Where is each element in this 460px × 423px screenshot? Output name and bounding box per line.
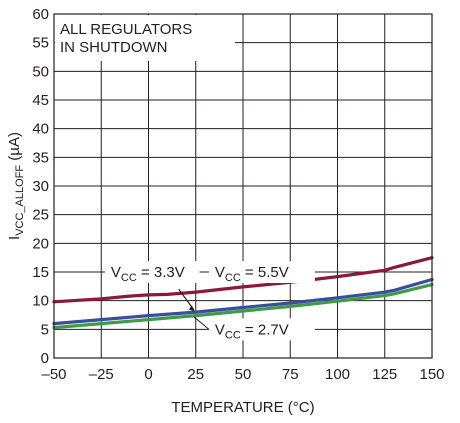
y-axis-title-suffix: (µA) — [6, 132, 23, 165]
y-tick-label: 10 — [32, 293, 49, 310]
y-tick-label: 50 — [32, 63, 49, 80]
label-vcc-5-5v: VCC = 5.5V — [215, 264, 289, 284]
y-tick-labels: 0 5 10 15 20 25 30 35 40 45 50 55 60 — [32, 6, 49, 367]
y-axis-title-main: I — [6, 236, 23, 240]
y-tick-label: 40 — [32, 121, 49, 138]
y-tick-label: 30 — [32, 178, 49, 195]
y-tick-label: 0 — [41, 350, 49, 367]
label-vcc-2-7v: VCC = 2.7V — [215, 321, 289, 341]
series-line-1 — [52, 277, 434, 326]
series-label-3-3v: VCC = 3.3V — [111, 264, 185, 284]
series-line-0 — [52, 256, 434, 304]
x-tick-label: 0 — [144, 366, 152, 383]
y-tick-label: 20 — [32, 235, 49, 252]
grid — [54, 14, 432, 358]
arrowhead-icon — [188, 305, 195, 312]
series-line-2 — [52, 283, 434, 330]
x-tick-label: –25 — [89, 366, 114, 383]
annotation-line-2: IN SHUTDOWN — [60, 39, 168, 56]
label-background-2-7v — [208, 318, 315, 341]
series-layer — [52, 256, 434, 330]
label-leaders — [93, 271, 210, 330]
x-tick-label: 125 — [372, 366, 397, 383]
label-background-5-5v — [208, 261, 315, 283]
leader-2-7v — [193, 316, 210, 330]
shutdown-annotation: ALL REGULATORS IN SHUTDOWN — [60, 21, 192, 56]
y-tick-label: 35 — [32, 149, 49, 166]
series-label-5-5v: VCC = 5.5V — [215, 264, 289, 284]
x-tick-label: –50 — [41, 366, 66, 383]
annotation-line-1: ALL REGULATORS — [60, 21, 192, 38]
x-tick-label: 25 — [187, 366, 204, 383]
y-tick-label: 5 — [41, 321, 49, 338]
series-label-2-7v: VCC = 2.7V — [215, 321, 289, 341]
y-axis-title-sub: VCC_ALLOFF — [14, 165, 26, 236]
label-background-3-3v — [104, 261, 211, 283]
annotation-backgrounds — [55, 15, 315, 341]
plot-frame — [53, 13, 433, 359]
label-vcc-3-3v: VCC = 3.3V — [111, 264, 185, 284]
x-tick-labels: –50 –25 0 25 50 75 100 125 150 — [41, 366, 444, 383]
x-tick-label: 100 — [325, 366, 350, 383]
annotation-background — [55, 15, 235, 61]
x-tick-label: 75 — [282, 366, 299, 383]
y-tick-label: 55 — [32, 35, 49, 52]
x-tick-label: 150 — [419, 366, 444, 383]
y-tick-label: 15 — [32, 264, 49, 281]
y-tick-label: 60 — [32, 6, 49, 23]
x-tick-label: 50 — [235, 366, 252, 383]
x-axis-title: TEMPERATURE (°C) — [171, 399, 314, 416]
y-tick-label: 25 — [32, 207, 49, 224]
y-tick-label: 45 — [32, 92, 49, 109]
y-axis-title: IVCC_ALLOFF (µA) — [6, 132, 26, 240]
